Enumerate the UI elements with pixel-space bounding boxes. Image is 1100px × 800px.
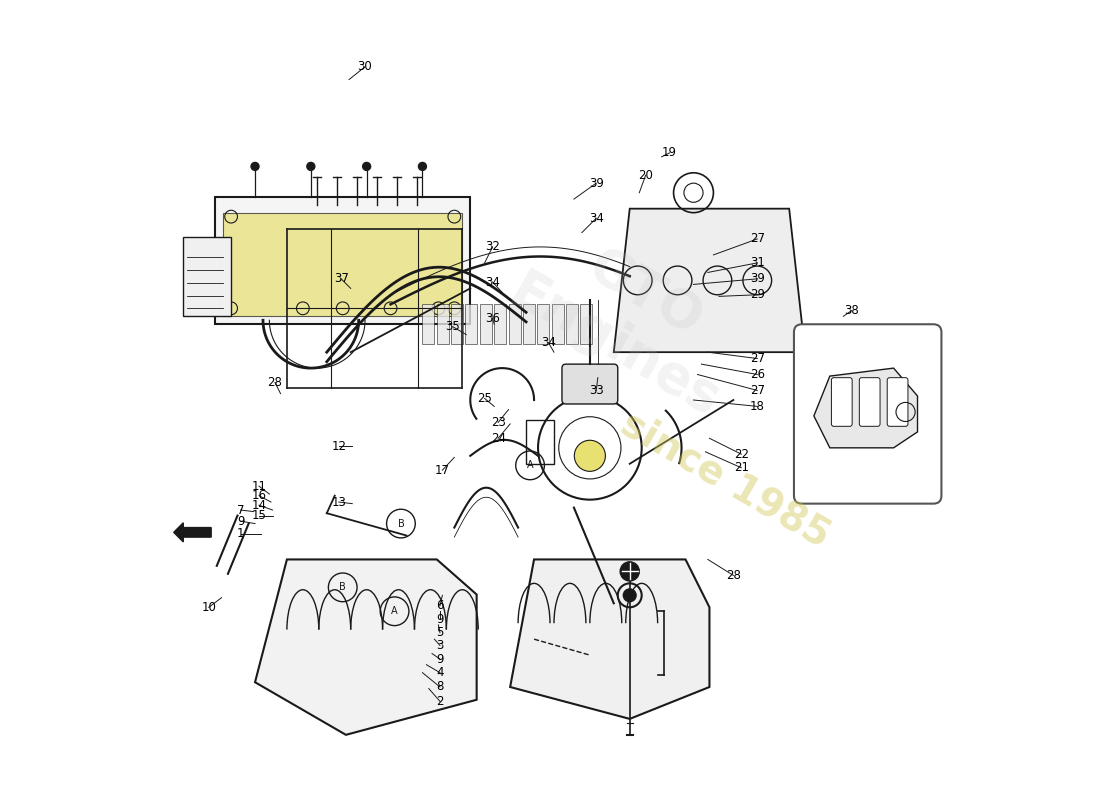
- Text: since 1985: since 1985: [614, 405, 837, 555]
- Text: 3: 3: [437, 639, 443, 652]
- Text: 22: 22: [734, 448, 749, 461]
- Polygon shape: [255, 559, 476, 735]
- Text: B: B: [339, 582, 346, 592]
- Text: 36: 36: [485, 312, 501, 325]
- Text: 30: 30: [358, 60, 373, 74]
- Text: 28: 28: [267, 376, 283, 389]
- Text: 26: 26: [750, 368, 764, 381]
- Polygon shape: [814, 368, 917, 448]
- FancyBboxPatch shape: [494, 304, 506, 344]
- Text: 1: 1: [236, 527, 244, 541]
- Text: 24: 24: [491, 432, 506, 445]
- Text: 23: 23: [491, 416, 506, 429]
- Text: 5: 5: [437, 626, 443, 639]
- Text: 16: 16: [252, 489, 266, 502]
- FancyBboxPatch shape: [437, 304, 449, 344]
- Text: 37: 37: [333, 272, 349, 286]
- Text: 34: 34: [485, 275, 501, 289]
- Text: 11: 11: [252, 479, 266, 493]
- Text: 38: 38: [844, 304, 859, 318]
- Text: 39: 39: [588, 177, 604, 190]
- Text: 25: 25: [477, 392, 492, 405]
- FancyBboxPatch shape: [551, 304, 563, 344]
- FancyBboxPatch shape: [216, 197, 471, 324]
- Text: GTO
Engines: GTO Engines: [500, 214, 759, 427]
- Text: 9: 9: [437, 653, 443, 666]
- Circle shape: [574, 440, 605, 471]
- Text: 10: 10: [201, 601, 217, 614]
- Circle shape: [251, 162, 258, 170]
- Text: 29: 29: [750, 288, 764, 302]
- Text: 27: 27: [750, 384, 764, 397]
- Text: 27: 27: [750, 352, 764, 365]
- FancyBboxPatch shape: [859, 378, 880, 426]
- Text: 4: 4: [437, 666, 443, 679]
- FancyBboxPatch shape: [508, 304, 520, 344]
- Text: 8: 8: [437, 681, 443, 694]
- FancyBboxPatch shape: [565, 304, 578, 344]
- Circle shape: [620, 562, 639, 581]
- FancyBboxPatch shape: [537, 304, 549, 344]
- FancyBboxPatch shape: [522, 304, 535, 344]
- FancyBboxPatch shape: [465, 304, 477, 344]
- Text: B: B: [397, 518, 405, 529]
- Text: 31: 31: [750, 256, 764, 270]
- Circle shape: [624, 589, 636, 602]
- Text: A: A: [527, 460, 534, 470]
- FancyBboxPatch shape: [581, 304, 592, 344]
- FancyBboxPatch shape: [888, 378, 907, 426]
- Polygon shape: [614, 209, 805, 352]
- Text: 14: 14: [252, 498, 266, 512]
- FancyBboxPatch shape: [562, 364, 618, 404]
- Text: 15: 15: [252, 509, 266, 522]
- Text: 2: 2: [437, 695, 443, 708]
- Text: 33: 33: [588, 384, 604, 397]
- FancyBboxPatch shape: [480, 304, 492, 344]
- Text: A: A: [392, 606, 398, 616]
- FancyBboxPatch shape: [451, 304, 463, 344]
- FancyBboxPatch shape: [223, 213, 462, 316]
- Text: 27: 27: [750, 233, 764, 246]
- Text: 12: 12: [331, 440, 346, 453]
- Text: 17: 17: [434, 464, 450, 477]
- Polygon shape: [510, 559, 710, 719]
- Text: 39: 39: [750, 272, 764, 286]
- Text: 34: 34: [541, 336, 556, 349]
- Circle shape: [363, 162, 371, 170]
- Text: 32: 32: [485, 241, 501, 254]
- Text: 7: 7: [236, 503, 244, 517]
- Text: 9: 9: [236, 514, 244, 528]
- FancyBboxPatch shape: [794, 324, 942, 504]
- Text: 35: 35: [446, 320, 460, 333]
- Circle shape: [307, 162, 315, 170]
- Text: 28: 28: [726, 569, 740, 582]
- FancyBboxPatch shape: [184, 237, 231, 316]
- Text: 6: 6: [437, 599, 443, 612]
- Text: 20: 20: [638, 169, 653, 182]
- Text: 34: 34: [588, 212, 604, 225]
- Text: 21: 21: [734, 462, 749, 474]
- Circle shape: [418, 162, 427, 170]
- Text: 9: 9: [437, 613, 443, 626]
- Text: 19: 19: [662, 146, 678, 159]
- Polygon shape: [174, 522, 211, 542]
- Text: 18: 18: [750, 400, 764, 413]
- Text: 13: 13: [331, 495, 346, 509]
- FancyBboxPatch shape: [422, 304, 435, 344]
- FancyBboxPatch shape: [832, 378, 852, 426]
